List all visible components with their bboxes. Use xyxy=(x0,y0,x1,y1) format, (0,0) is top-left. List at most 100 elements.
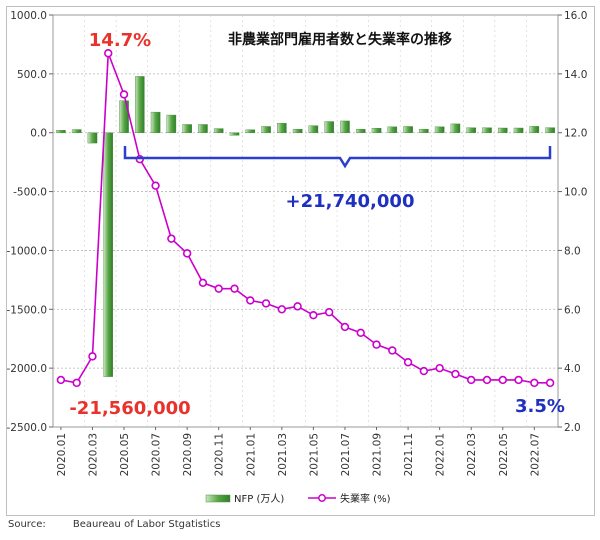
unemployment-point xyxy=(56,375,66,385)
source-value: Beaureau of Labor Stgatistics xyxy=(72,519,221,530)
latest-label: 3.5% xyxy=(515,396,565,417)
nfp-bar xyxy=(419,128,429,133)
x-tick-label: 2020.07 xyxy=(151,433,163,476)
nfp-bar xyxy=(545,127,555,133)
unemployment-point xyxy=(88,352,97,361)
unemployment-point xyxy=(293,302,302,311)
nfp-bar xyxy=(87,132,98,144)
nfp-bar xyxy=(513,127,524,133)
nfp-bar xyxy=(292,128,303,133)
nfp-bars xyxy=(56,76,555,377)
nfp-bar xyxy=(387,126,398,133)
y-left-tick-label: 500.0 xyxy=(17,69,47,81)
recovery-label: +21,740,000 xyxy=(286,191,415,212)
nfp-bar xyxy=(434,126,445,133)
nfp-bar xyxy=(71,129,82,133)
x-tick-label: 2022.01 xyxy=(435,433,447,476)
nfp-bar xyxy=(119,100,129,133)
nfp-bar xyxy=(466,127,476,133)
nfp-bar xyxy=(213,128,224,133)
nfp-bar xyxy=(182,124,192,133)
unemployment-point xyxy=(151,181,160,190)
unemployment-point xyxy=(214,284,223,293)
x-tick-label: 2022.07 xyxy=(529,433,541,476)
y-right-tick-label: 16.0 xyxy=(564,10,587,22)
x-tick-label: 2020.11 xyxy=(214,433,226,476)
y-left-tick-label: -2000.0 xyxy=(6,363,47,375)
nfp-bar xyxy=(245,129,256,133)
unemployment-point xyxy=(530,378,539,388)
nfp-bar xyxy=(103,132,114,377)
legend-swatch-marker xyxy=(318,494,326,502)
axes: 1000.0 16.0 500.0 14.0 0.0 12.0 -500.0 10.0 -100… xyxy=(6,10,587,476)
source-line: Source: Beaureau of Labor Stgatistics xyxy=(8,519,220,530)
x-tick-label: 2020.09 xyxy=(182,433,194,476)
nfp-bar xyxy=(403,126,413,133)
y-left-tick-label: -1500.0 xyxy=(6,304,47,316)
unemployment-point xyxy=(340,322,350,332)
nfp-bar xyxy=(277,123,287,133)
y-left-tick-label: 0.0 xyxy=(30,128,47,140)
nfp-bar xyxy=(529,126,540,133)
unemployment-point xyxy=(309,310,318,320)
y-right-tick-label: 12.0 xyxy=(564,128,587,140)
nfp-bar xyxy=(166,114,177,133)
nfp-bar xyxy=(324,121,334,133)
unemployment-point xyxy=(419,366,429,376)
x-tick-label: 2020.01 xyxy=(56,433,68,476)
gridlines xyxy=(53,15,558,427)
legend-swatch-nfp xyxy=(205,494,231,503)
unemployment-line xyxy=(56,49,555,388)
y-right-tick-label: 8.0 xyxy=(564,245,581,257)
nfp-bar xyxy=(150,111,161,133)
nfp-bar xyxy=(482,127,492,133)
x-tick-label: 2021.07 xyxy=(340,433,352,476)
x-tick-label: 2021.11 xyxy=(403,433,415,476)
nfp-bar xyxy=(198,124,208,133)
x-tick-label: 2020.05 xyxy=(119,433,131,476)
legend-label-rate: 失業率 (%) xyxy=(340,492,391,505)
y-left-tick-label: -1000.0 xyxy=(6,245,47,257)
nfp-bar xyxy=(340,120,350,133)
unemployment-point xyxy=(72,378,81,388)
y-left-tick-label: 1000.0 xyxy=(10,10,47,22)
y-left-tick-label: -2500.0 xyxy=(6,422,47,434)
x-tick-label: 2021.05 xyxy=(308,433,320,476)
unemployment-point xyxy=(324,308,334,317)
nfp-bar xyxy=(371,128,382,133)
x-tick-label: 2021.03 xyxy=(277,433,289,476)
unemployment-point xyxy=(230,284,239,293)
unemployment-point xyxy=(467,375,476,385)
y-left-tick-label: -500.0 xyxy=(13,187,47,199)
nfp-bar xyxy=(229,132,240,136)
unemployment-point xyxy=(514,375,523,385)
x-tick-label: 2022.03 xyxy=(466,433,478,476)
y-right-tick-label: 2.0 xyxy=(564,422,581,434)
nfp-bar xyxy=(56,130,66,133)
y-right-tick-label: 10.0 xyxy=(564,187,587,199)
legend: NFP (万人) 失業率 (%) xyxy=(205,492,391,505)
unemployment-point xyxy=(261,299,271,308)
nfp-bar xyxy=(497,127,508,133)
peak-label: 14.7% xyxy=(89,30,151,51)
unemployment-point xyxy=(277,305,287,314)
y-right-tick-label: 4.0 xyxy=(564,363,581,375)
chart-title: 非農業部門雇用者数と失業率の推移 xyxy=(228,31,452,48)
unemployment-point xyxy=(182,249,192,258)
nfp-bar xyxy=(135,76,145,133)
source-label: Source: xyxy=(8,519,46,530)
legend-label-nfp: NFP (万人) xyxy=(234,493,284,505)
nfp-bar xyxy=(261,126,271,133)
unemployment-point xyxy=(451,369,460,379)
recovery-brace xyxy=(123,146,552,169)
unemployment-point xyxy=(104,49,113,58)
unemployment-point xyxy=(356,328,365,338)
y-right-tick-label: 14.0 xyxy=(564,69,587,81)
unemployment-point xyxy=(198,278,208,287)
nfp-bar xyxy=(450,123,461,133)
x-tick-label: 2020.03 xyxy=(87,433,99,476)
y-right-tick-label: 6.0 xyxy=(564,304,581,316)
x-tick-label: 2021.01 xyxy=(245,433,257,476)
unemployment-point xyxy=(498,375,507,385)
